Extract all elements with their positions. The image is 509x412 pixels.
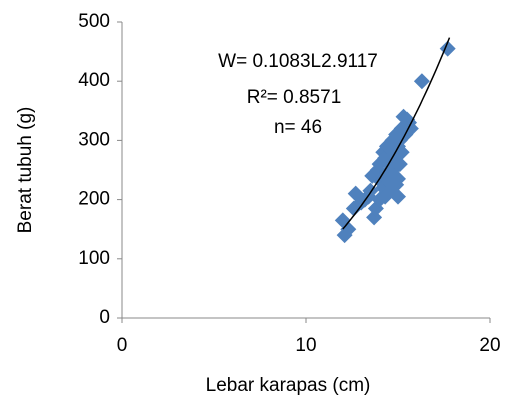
y-tick-label: 100 bbox=[78, 248, 110, 269]
point bbox=[390, 170, 406, 187]
point bbox=[390, 188, 406, 205]
annotation: R²= 0.8571 bbox=[247, 87, 342, 108]
point bbox=[340, 221, 357, 238]
x-tick-label: 20 bbox=[479, 335, 500, 356]
point bbox=[391, 156, 408, 173]
point bbox=[377, 188, 394, 205]
y-tick-label: 300 bbox=[78, 129, 110, 150]
x-axis-title: Lebar karapas (cm) bbox=[206, 375, 371, 396]
annotation: n= 46 bbox=[274, 117, 322, 138]
annotation: W= 0.1083L2.9117 bbox=[218, 51, 378, 72]
y-tick-label: 0 bbox=[99, 307, 110, 328]
y-tick-label: 400 bbox=[78, 70, 110, 91]
trendline bbox=[342, 37, 451, 230]
x-tick-label: 0 bbox=[117, 335, 128, 356]
y-tick-label: 500 bbox=[78, 11, 110, 32]
point bbox=[413, 73, 430, 90]
y-axis-title: Berat tubuh (g) bbox=[15, 107, 36, 234]
x-tick-label: 10 bbox=[295, 335, 316, 356]
y-tick-label: 200 bbox=[78, 189, 110, 210]
